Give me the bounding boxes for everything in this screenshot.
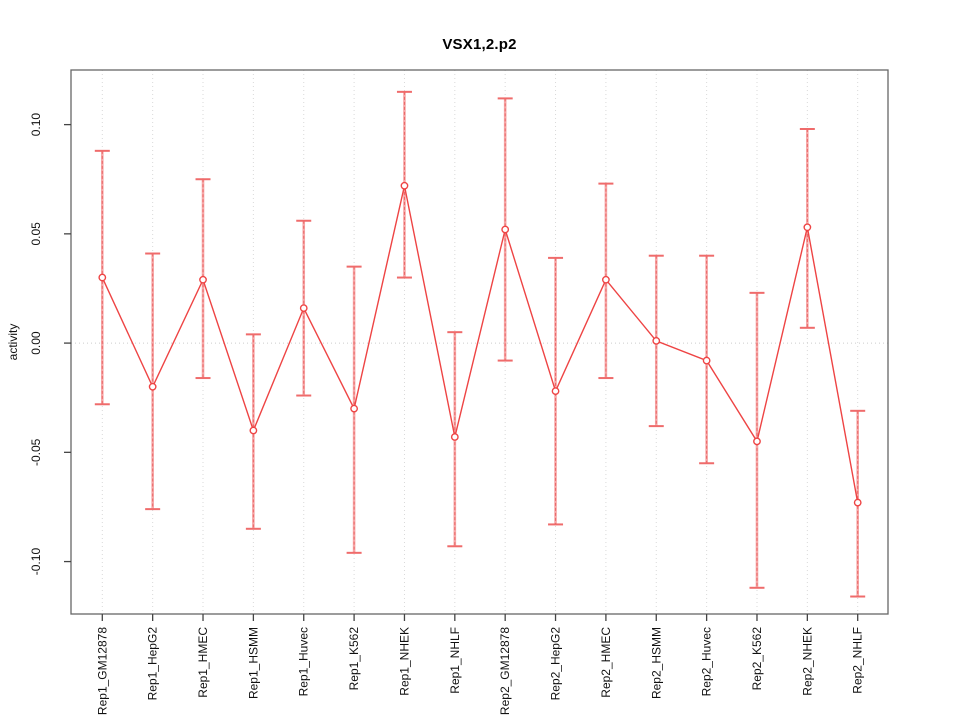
chart-title: VSX1,2.p2	[442, 36, 517, 53]
x-tick-label: Rep1_HepG2	[146, 627, 160, 701]
data-point-marker	[148, 382, 157, 391]
x-tick-label: Rep2_GM12878	[498, 627, 512, 715]
plot-box	[70, 69, 889, 615]
x-tick-label: Rep1_HMEC	[196, 627, 210, 698]
y-tick-label: 0.05	[29, 222, 43, 246]
activity-line	[101, 185, 859, 503]
data-point-marker	[652, 337, 661, 345]
y-tick-label: 0.10	[29, 113, 43, 137]
x-tick-label: Rep2_HSMM	[649, 627, 663, 699]
x-tick-label: Rep1_GM12878	[95, 627, 109, 715]
gridlines	[101, 70, 859, 614]
x-tick-label: Rep2_K562	[750, 627, 764, 691]
data-point-marker	[249, 426, 258, 435]
data-point-marker	[803, 223, 812, 232]
data-point-marker	[400, 181, 409, 190]
data-point-marker	[853, 498, 862, 507]
data-point-marker	[702, 356, 711, 365]
data-point-marker	[450, 433, 459, 441]
x-tick-label: Rep2_NHLF	[851, 627, 865, 694]
y-axis: -0.10 -0.05 0.00 0.05 0.10	[29, 113, 71, 576]
x-tick-label: Rep1_K562	[347, 627, 361, 691]
data-point-marker	[551, 387, 560, 396]
y-tick-label: 0.00	[29, 331, 43, 355]
data-point-marker	[98, 273, 107, 282]
x-tick-label: Rep2_HepG2	[549, 627, 563, 701]
x-tick-label: Rep1_NHLF	[448, 627, 462, 694]
y-axis-label: activity	[6, 324, 20, 361]
data-points	[98, 181, 862, 507]
x-tick-label: Rep2_HMEC	[599, 627, 613, 698]
y-tick-label: -0.05	[29, 438, 43, 466]
x-tick-label: Rep1_HSMM	[246, 627, 260, 699]
x-tick-label: Rep1_NHEK	[397, 627, 411, 696]
x-tick-label: Rep2_Huvec	[700, 627, 714, 696]
error-bars	[94, 90, 866, 598]
data-point-marker	[199, 275, 207, 284]
data-point-marker	[753, 437, 761, 446]
y-tick-label: -0.10	[29, 548, 43, 576]
data-point-marker	[602, 275, 610, 284]
data-point-marker	[501, 225, 510, 234]
x-tick-label: Rep2_NHEK	[800, 627, 814, 696]
data-point-marker	[350, 404, 358, 413]
data-point-marker	[299, 304, 308, 313]
x-axis: Rep1_GM12878 Rep1_HepG2 Rep1_HMEC Rep1_HSMM…	[95, 614, 865, 715]
x-tick-label: Rep1_Huvec	[297, 627, 311, 696]
